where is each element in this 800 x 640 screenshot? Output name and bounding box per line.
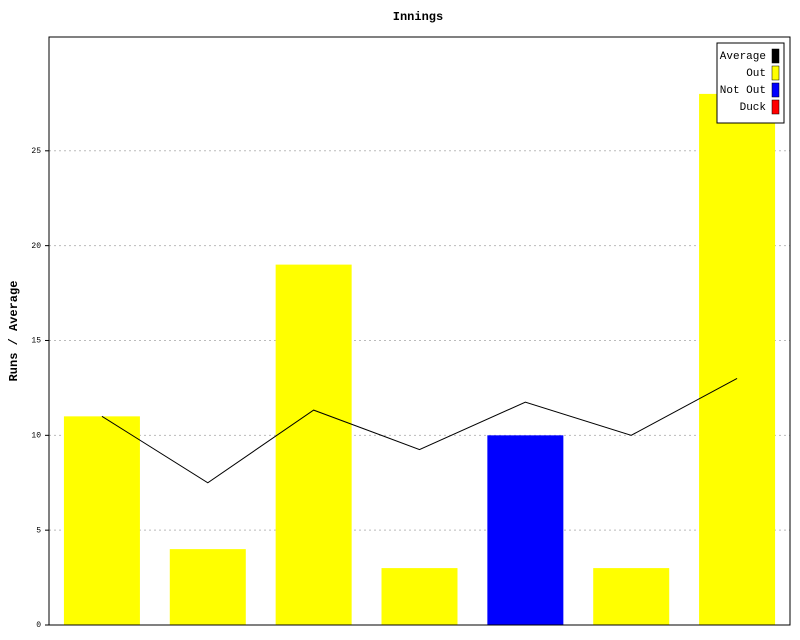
legend-label: Duck: [740, 102, 767, 114]
bar: [63, 416, 140, 625]
y-tick-label: 25: [31, 147, 41, 156]
chart-title: Innings: [393, 10, 443, 24]
y-tick-label: 20: [31, 242, 41, 251]
legend-label: Average: [720, 51, 766, 63]
plot-frame: [48, 36, 791, 626]
bar: [381, 568, 458, 625]
bar: [593, 568, 670, 625]
legend-label: Not Out: [720, 85, 766, 97]
legend-swatch: [771, 99, 780, 115]
y-tick-label: 5: [36, 526, 41, 535]
y-tick-label: 10: [31, 431, 41, 440]
average-line: [101, 377, 738, 484]
legend: Average Out Not Out Duck: [716, 42, 785, 124]
bar: [169, 549, 246, 625]
legend-swatch: [771, 48, 780, 64]
bar: [699, 93, 776, 626]
legend-swatch: [771, 65, 780, 81]
legend-label: Out: [746, 68, 766, 80]
legend-swatch: [771, 82, 780, 98]
y-tick-label: 0: [36, 621, 41, 630]
bar: [487, 435, 564, 625]
y-axis-label: Runs / Average: [7, 281, 21, 382]
y-tick-label: 15: [31, 337, 41, 346]
bar: [275, 264, 352, 625]
